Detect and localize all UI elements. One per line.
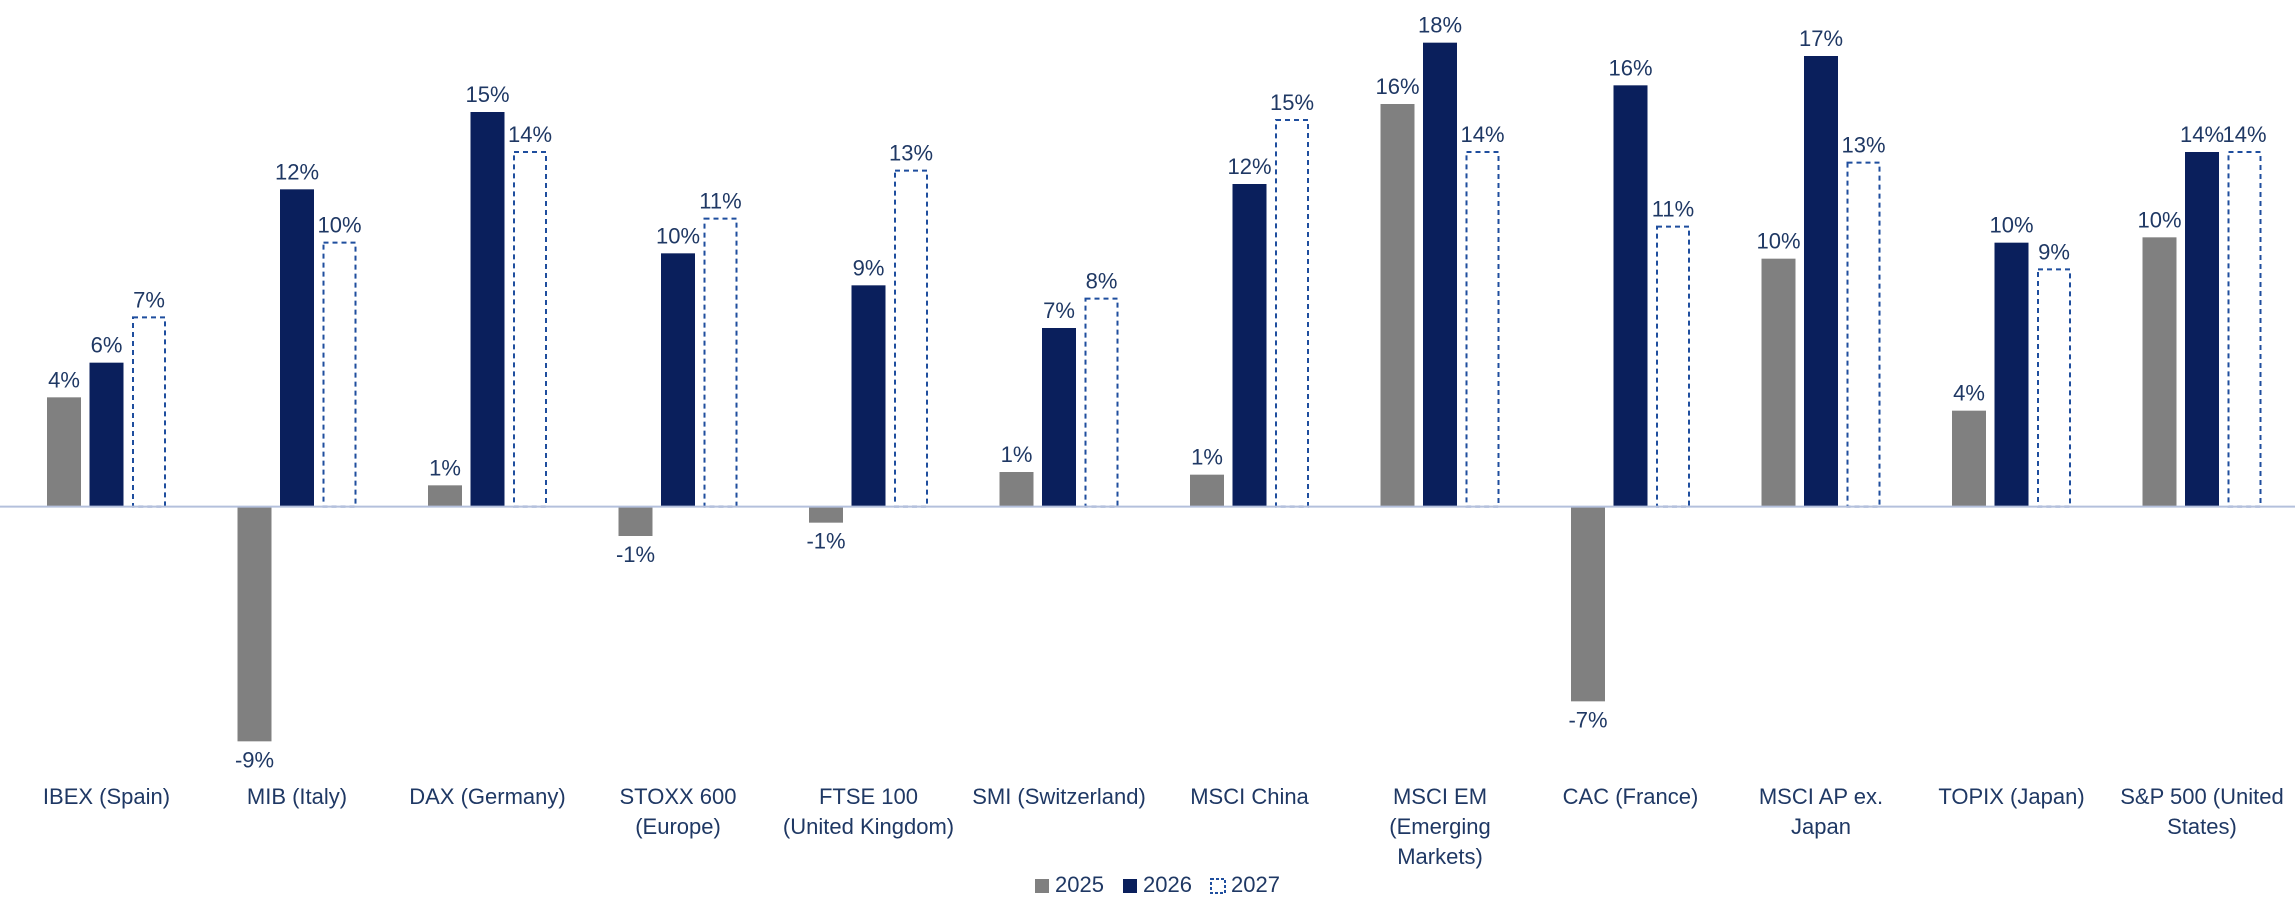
bar-2027-2 <box>513 151 547 508</box>
bar-2026-3 <box>661 253 695 507</box>
bar-2025-10 <box>1952 410 1986 507</box>
bar-2026-6 <box>1232 184 1267 507</box>
bar-2027-1 <box>322 241 357 508</box>
bar-2025-7 <box>1380 104 1415 507</box>
bar-2026-1 <box>280 189 314 507</box>
bar-2027-5 <box>1084 297 1119 508</box>
bar-2025-2 <box>428 485 462 507</box>
value-label-2027-6: 15% <box>1270 90 1314 115</box>
legend-swatch-2027 <box>1210 878 1226 894</box>
bar-2025-8 <box>1571 506 1605 702</box>
bar-2026-11 <box>2185 152 2219 507</box>
category-label-9: MSCI AP ex. Japan <box>1759 784 1883 839</box>
bar-2027-8 <box>1656 225 1690 508</box>
value-label-2025-11: 10% <box>2137 207 2181 232</box>
value-label-2025-0: 4% <box>48 367 80 392</box>
bars-layer <box>47 42 2262 742</box>
value-label-2025-10: 4% <box>1953 381 1985 406</box>
value-label-2025-8: -7% <box>1568 707 1607 732</box>
bar-2025-3 <box>618 506 653 536</box>
bar-2026-10 <box>1994 242 2029 507</box>
value-label-2027-4: 13% <box>889 141 933 166</box>
legend-swatch-2025 <box>1035 879 1049 893</box>
category-label-8: CAC (France) <box>1563 784 1699 809</box>
value-label-2027-9: 13% <box>1841 133 1885 158</box>
legend-label-2025: 2025 <box>1055 872 1104 897</box>
bar-2025-0 <box>47 397 81 507</box>
category-label-5: SMI (Switzerland) <box>972 784 1146 809</box>
bar-2026-7 <box>1423 42 1457 507</box>
value-label-2027-2: 14% <box>508 122 552 147</box>
value-label-2025-3: -1% <box>616 542 655 567</box>
bar-2025-9 <box>1761 258 1796 507</box>
value-label-2026-0: 6% <box>91 333 123 358</box>
bar-2027-0 <box>132 316 166 508</box>
category-label-4: FTSE 100 (United Kingdom) <box>783 784 954 839</box>
value-label-2027-1: 10% <box>317 213 361 238</box>
value-label-2027-8: 11% <box>1652 197 1694 222</box>
value-label-2027-3: 11% <box>699 189 741 214</box>
category-labels-layer: IBEX (Spain) MIB (Italy) DAX (Germany) STOX… <box>43 784 2284 869</box>
value-label-2026-7: 18% <box>1418 13 1462 38</box>
value-label-2025-7: 16% <box>1375 74 1419 99</box>
value-label-2027-11: 14% <box>2222 122 2266 147</box>
category-label-7: MSCI EM (Emerging Markets) <box>1389 784 1490 869</box>
value-label-2027-5: 8% <box>1086 269 1118 294</box>
category-label-3: STOXX 600 (Europe) <box>620 784 737 839</box>
value-label-2025-6: 1% <box>1191 445 1223 470</box>
legend-swatch-2026 <box>1123 879 1137 893</box>
value-label-2026-6: 12% <box>1227 154 1271 179</box>
bar-2027-11 <box>2227 151 2262 508</box>
value-label-2026-11: 14% <box>2180 122 2224 147</box>
category-label-2: DAX (Germany) <box>409 784 565 809</box>
bar-2027-9 <box>1846 161 1881 508</box>
bar-2027-3 <box>703 217 738 508</box>
legend-label-2027: 2027 <box>1231 872 1280 897</box>
category-label-0: IBEX (Spain) <box>43 784 170 809</box>
bar-2027-6 <box>1275 119 1309 508</box>
bar-2025-4 <box>809 506 843 523</box>
bar-2027-7 <box>1465 151 1500 508</box>
value-label-2026-3: 10% <box>656 223 700 248</box>
legend: 2025 2026 2027 <box>1035 872 1280 897</box>
category-label-10: TOPIX (Japan) <box>1938 784 2084 809</box>
bar-2025-5 <box>999 472 1034 507</box>
value-label-2026-8: 16% <box>1608 55 1652 80</box>
legend-label-2026: 2026 <box>1143 872 1192 897</box>
category-label-11: S&P 500 (United States) <box>2120 784 2283 839</box>
bar-2025-11 <box>2142 237 2177 507</box>
bar-2025-6 <box>1190 474 1224 507</box>
category-label-6: MSCI China <box>1190 784 1309 809</box>
value-label-2026-2: 15% <box>465 82 509 107</box>
bar-2025-1 <box>237 506 272 742</box>
bar-2026-2 <box>470 112 505 507</box>
value-label-2026-4: 9% <box>853 255 885 280</box>
value-label-2025-2: 1% <box>429 455 461 480</box>
value-label-2026-5: 7% <box>1043 298 1075 323</box>
value-label-2026-9: 17% <box>1799 26 1843 51</box>
bar-2027-4 <box>894 169 928 508</box>
bar-2026-4 <box>851 285 886 507</box>
bar-2027-10 <box>2037 268 2071 508</box>
value-label-2025-9: 10% <box>1756 229 1800 254</box>
value-label-2026-10: 10% <box>1989 213 2033 238</box>
value-label-2025-4: -1% <box>806 529 845 554</box>
bar-2026-0 <box>89 362 124 507</box>
value-labels-layer: 4% 6% 7% -9% 12% 10% 1% 15% 14% -1% 10% 11% -1% 9% 13%… <box>48 13 2266 773</box>
bar-2026-9 <box>1804 56 1838 507</box>
value-label-2025-1: -9% <box>235 747 274 772</box>
bar-2026-8 <box>1613 85 1648 507</box>
value-label-2027-10: 9% <box>2038 239 2070 264</box>
category-label-1: MIB (Italy) <box>247 784 347 809</box>
bar-2026-5 <box>1042 328 1076 507</box>
value-label-2027-7: 14% <box>1460 122 1504 147</box>
value-label-2025-5: 1% <box>1001 442 1033 467</box>
value-label-2027-0: 7% <box>133 287 165 312</box>
value-label-2026-1: 12% <box>275 159 319 184</box>
